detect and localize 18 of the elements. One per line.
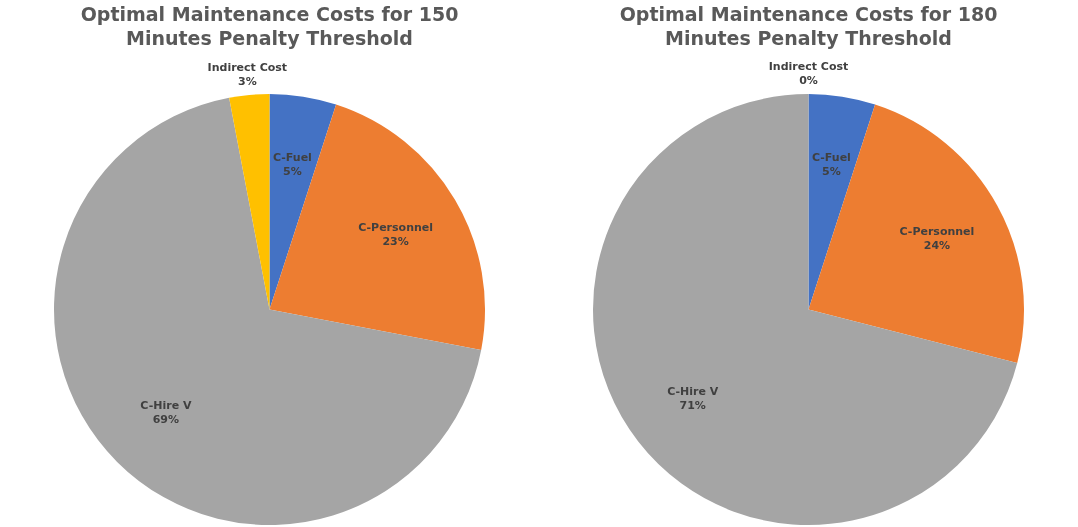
data-label: 69% [152,412,180,426]
slice-label: C-Fuel [811,150,851,164]
data-label: 24% [923,238,951,252]
data-label: 71% [679,399,706,413]
chart-title: Optimal Maintenance Costs for 150 Minutes Penalty Threshold [79,2,460,51]
chart-title: Optimal Maintenance Costs for 180 Minutes Penalty Threshold [618,2,999,51]
slice-label: Indirect Cost [207,60,288,74]
slice-label: C-Hire V [667,385,719,399]
category-label: Indirect Cost [768,59,849,73]
data-label: 5% [822,164,841,178]
data-label: 3% [237,74,257,88]
slice-label: C-Personnel [899,224,975,238]
data-label: 23% [382,234,409,248]
slice-label: C-Hire V [140,398,192,412]
text: 0% [799,73,818,87]
slice-label: C-Personnel [358,220,434,234]
data-label: 5% [283,164,302,178]
slice-label: C-Fuel [272,150,312,164]
